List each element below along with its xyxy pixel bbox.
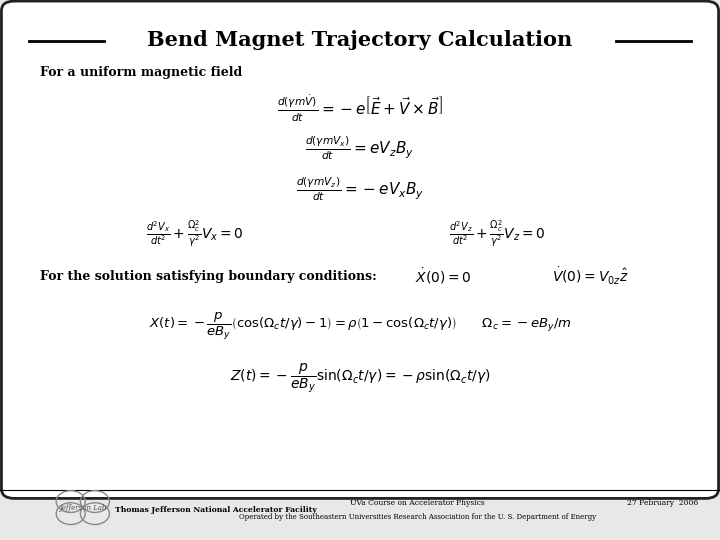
Text: Thomas Jefferson National Accelerator Facility: Thomas Jefferson National Accelerator Fa… bbox=[115, 507, 317, 514]
Text: Operated by the Southeastern Universities Research Association for the U. S. Dep: Operated by the Southeastern Universitie… bbox=[239, 514, 596, 521]
Text: $X(t) = -\dfrac{p}{eB_y}\left(\cos(\Omega_c t/\gamma) - 1\right) = \rho\left(1 -: $X(t) = -\dfrac{p}{eB_y}\left(\cos(\Omeg… bbox=[148, 311, 572, 342]
Text: $\frac{d^2 V_x}{dt^2} + \frac{\Omega_c^2}{\gamma^2}V_x = 0$: $\frac{d^2 V_x}{dt^2} + \frac{\Omega_c^2… bbox=[145, 218, 243, 249]
Text: For a uniform magnetic field: For a uniform magnetic field bbox=[40, 66, 242, 79]
Text: UVa Course on Accelerator Physics: UVa Course on Accelerator Physics bbox=[350, 500, 485, 507]
Text: $\frac{d(\gamma m\dot{V})}{dt} = -e\left[\vec{E} + \vec{V} \times \vec{B}\right]: $\frac{d(\gamma m\dot{V})}{dt} = -e\left… bbox=[277, 92, 443, 124]
Text: $\dot{X}(0) = 0$: $\dot{X}(0) = 0$ bbox=[415, 267, 471, 286]
FancyBboxPatch shape bbox=[1, 1, 719, 498]
Text: Jefferson Lab: Jefferson Lab bbox=[59, 504, 107, 511]
Text: 27 February  2006: 27 February 2006 bbox=[627, 500, 698, 507]
Text: $\frac{d(\gamma m V_x)}{dt} = eV_z B_y$: $\frac{d(\gamma m V_x)}{dt} = eV_z B_y$ bbox=[305, 134, 415, 163]
Text: Bend Magnet Trajectory Calculation: Bend Magnet Trajectory Calculation bbox=[148, 30, 572, 51]
Text: $Z(t) = -\dfrac{p}{eB_y}\sin(\Omega_c t/\gamma) = -\rho\sin(\Omega_c t/\gamma)$: $Z(t) = -\dfrac{p}{eB_y}\sin(\Omega_c t/… bbox=[230, 361, 490, 395]
Text: $\frac{d(\gamma m V_z)}{dt} = -eV_x B_y$: $\frac{d(\gamma m V_z)}{dt} = -eV_x B_y$ bbox=[296, 175, 424, 203]
Text: $\frac{d^2 V_z}{dt^2} + \frac{\Omega_c^2}{\gamma^2}V_z = 0$: $\frac{d^2 V_z}{dt^2} + \frac{\Omega_c^2… bbox=[449, 218, 545, 249]
Text: $\dot{V}(0) = V_{0z}\hat{z}$: $\dot{V}(0) = V_{0z}\hat{z}$ bbox=[552, 266, 629, 287]
Text: For the solution satisfying boundary conditions:: For the solution satisfying boundary con… bbox=[40, 270, 377, 283]
